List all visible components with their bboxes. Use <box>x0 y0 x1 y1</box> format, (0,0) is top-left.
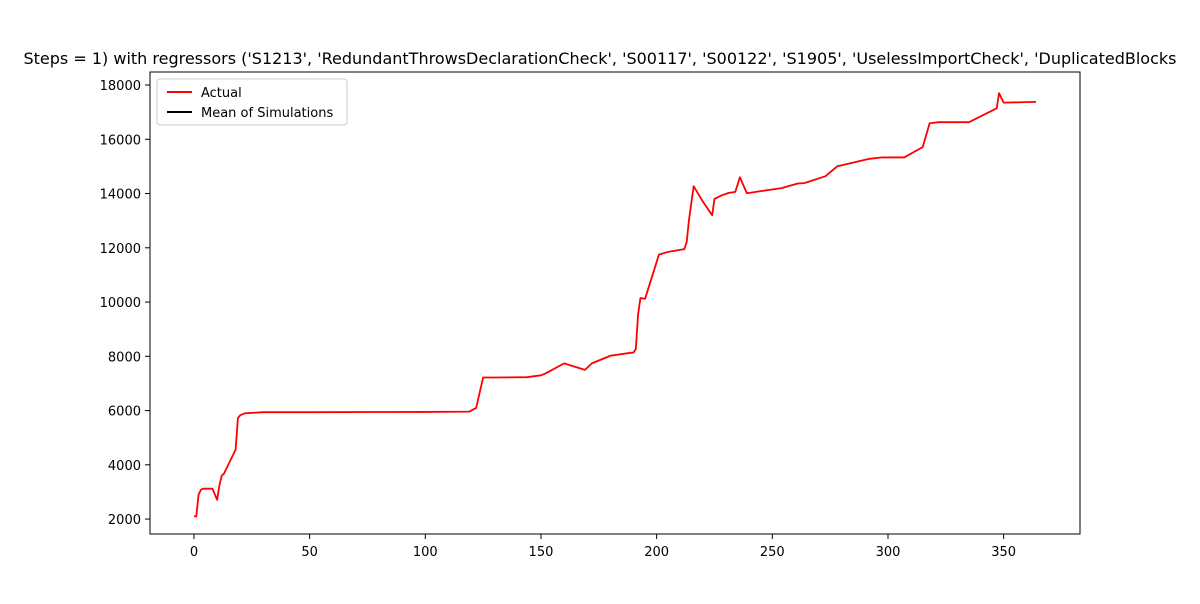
y-tick-label: 6000 <box>108 405 141 420</box>
x-tick-label: 50 <box>301 545 318 560</box>
y-tick-label: 8000 <box>108 350 141 365</box>
series-layer <box>193 92 1037 518</box>
legend: Actual Mean of Simulations <box>156 78 348 126</box>
x-tick-label: 150 <box>529 545 554 560</box>
y-tick-label: 10000 <box>100 296 141 311</box>
y-tick-label: 18000 <box>100 79 141 94</box>
legend-label: Mean of Simulations <box>201 106 333 121</box>
y-tick-label: 16000 <box>100 133 141 148</box>
series-line-0 <box>193 92 1037 518</box>
axes-frame <box>149 71 1081 535</box>
x-tick-label: 0 <box>190 545 198 560</box>
axes-layer: 0 50 100 150 200 250 300 350 2000 4000 6000 8000 100… <box>100 71 1081 560</box>
legend-label: Actual <box>201 86 242 101</box>
x-tick-label: 100 <box>413 545 438 560</box>
y-tick-label: 4000 <box>108 459 141 474</box>
x-tick-label: 200 <box>644 545 669 560</box>
y-tick-label: 2000 <box>108 513 141 528</box>
legend-box <box>156 78 348 126</box>
x-tick-label: 300 <box>876 545 901 560</box>
chart-title: Steps = 1) with regressors ('S1213', 'Re… <box>24 49 1177 68</box>
y-tick-label: 14000 <box>100 188 141 203</box>
x-tick-label: 250 <box>760 545 785 560</box>
y-tick-label: 12000 <box>100 242 141 257</box>
x-tick-label: 350 <box>991 545 1016 560</box>
